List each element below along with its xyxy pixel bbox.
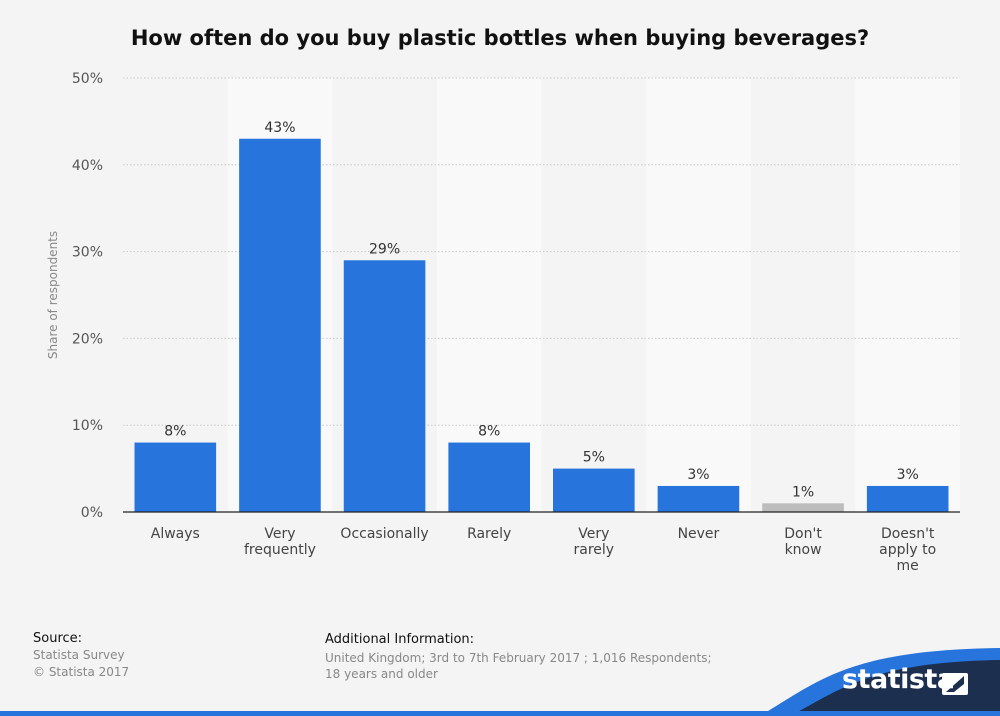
plot-band <box>855 78 960 512</box>
x-tick-label: Never <box>678 526 720 542</box>
additional-info-heading: Additional Information: <box>325 632 475 647</box>
x-tick-label: Don't know <box>784 526 822 558</box>
data-label: 29% <box>369 241 400 257</box>
x-tick-label: Doesn't apply to me <box>879 526 936 574</box>
x-tick-label: Very rarely <box>574 526 615 558</box>
data-label: 1% <box>792 484 814 500</box>
bar <box>134 442 217 512</box>
bar <box>239 138 321 512</box>
brand-bottom-stripe <box>0 711 1000 716</box>
data-label: 5% <box>583 450 605 466</box>
additional-info-line: United Kingdom; 3rd to 7th February 2017… <box>325 651 712 665</box>
x-tick-label: Always <box>151 526 200 542</box>
y-tick-label: 20% <box>72 331 103 347</box>
data-label: 3% <box>687 467 709 483</box>
data-label: 8% <box>164 424 186 440</box>
bar <box>657 485 740 512</box>
x-tick-label: Very frequently <box>244 526 316 558</box>
data-label: 43% <box>264 120 295 136</box>
data-label: 3% <box>897 467 919 483</box>
bar <box>762 503 844 512</box>
copyright-line: © Statista 2017 <box>33 665 130 679</box>
bar <box>553 468 635 512</box>
chart-title: How often do you buy plastic bottles whe… <box>130 26 870 50</box>
bar <box>343 260 426 512</box>
additional-info-line: 18 years and older <box>325 667 438 681</box>
y-tick-label: 30% <box>72 245 103 261</box>
bar-chart: 0% 10% 20% 30% 40% 50% Share of respondents 8% A… <box>46 71 960 574</box>
bar <box>448 442 530 512</box>
source-heading: Source: <box>33 631 83 646</box>
plot-band <box>436 78 542 512</box>
data-label: 8% <box>478 424 500 440</box>
x-tick-label: Rarely <box>467 526 511 542</box>
y-tick-label: 50% <box>72 71 103 87</box>
statista-logo-icon <box>942 673 968 695</box>
source-line: Statista Survey <box>33 648 125 662</box>
plot-band <box>646 78 751 512</box>
source-block: Source: Statista Survey © Statista 2017 <box>33 630 129 681</box>
y-axis-title: Share of respondents <box>46 231 60 359</box>
bar <box>866 485 949 512</box>
y-tick-label: 40% <box>72 158 103 174</box>
x-tick-label: Occasionally <box>340 526 428 542</box>
brand-logo: statista <box>842 664 955 695</box>
y-tick-label: 10% <box>72 418 103 434</box>
y-tick-label: 0% <box>81 505 103 521</box>
additional-info-block: Additional Information: United Kingdom; … <box>325 632 745 682</box>
